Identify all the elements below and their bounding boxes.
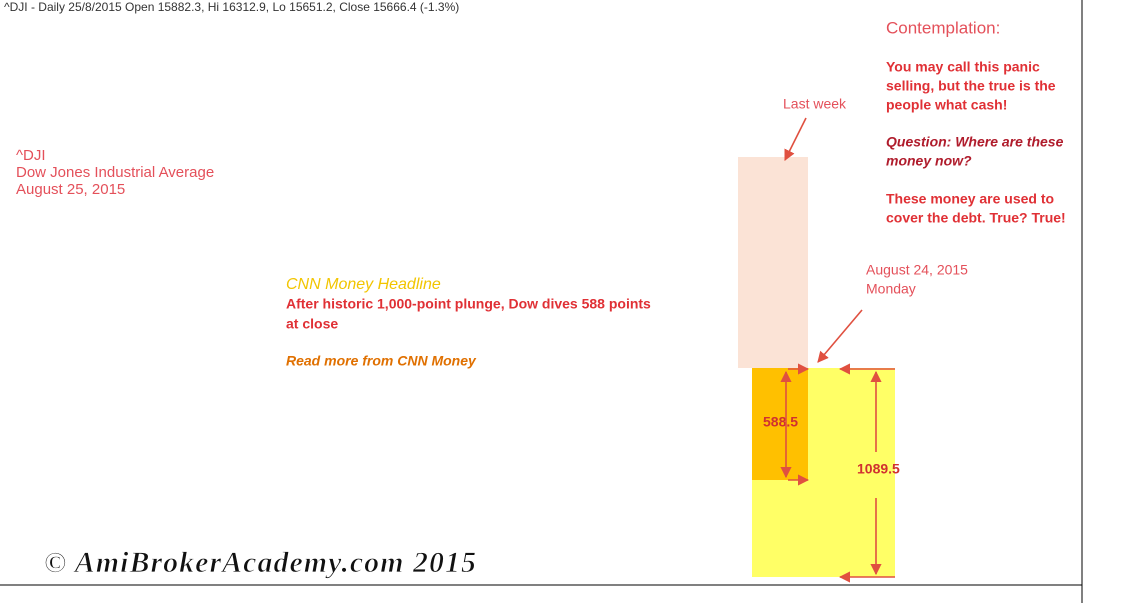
answer-line: cover the debt. True? True! (886, 210, 1066, 226)
intraday-drop-label: 1089.5 (857, 461, 900, 477)
headline-title: CNN Money Headline (286, 276, 441, 293)
index-name: Dow Jones Industrial Average (16, 164, 214, 181)
contemplation-line: You may call this panic (886, 59, 1040, 75)
axis-layer (0, 0, 1083, 603)
read-more-link[interactable]: Read more from CNN Money (286, 353, 477, 369)
copyright-watermark: © AmiBrokerAcademy.com 2015 (44, 546, 477, 579)
question-line: Question: Where are these (886, 134, 1064, 150)
contemplation-line: selling, but the true is the (886, 78, 1056, 94)
contemplation-title: Contemplation: (886, 18, 1000, 37)
chart-title: ^DJI - Daily 25/8/2015 Open 15882.3, Hi … (4, 0, 459, 14)
symbol-label: ^DJI (16, 147, 46, 164)
date-label: August 25, 2015 (16, 181, 125, 198)
background-layer (738, 157, 895, 577)
question-line: money now? (886, 153, 972, 169)
last-week-highlight (738, 157, 808, 368)
monday-arrow (817, 309, 863, 363)
contemplation-line: people what cash! (886, 97, 1007, 113)
annotation-layer: ^DJI - Daily 25/8/2015 Open 15882.3, Hi … (4, 0, 1066, 583)
headline-line: After historic 1,000-point plunge, Dow d… (286, 296, 651, 312)
close-drop-label: 588.5 (763, 414, 798, 430)
headline-line: at close (286, 316, 338, 332)
answer-line: These money are used to (886, 191, 1054, 207)
last-week-label: Last week (783, 96, 847, 112)
last-week-arrow (784, 117, 807, 162)
close-drop-highlight (752, 368, 808, 480)
monday-label: Monday (866, 281, 916, 297)
monday-date: August 24, 2015 (866, 262, 968, 278)
